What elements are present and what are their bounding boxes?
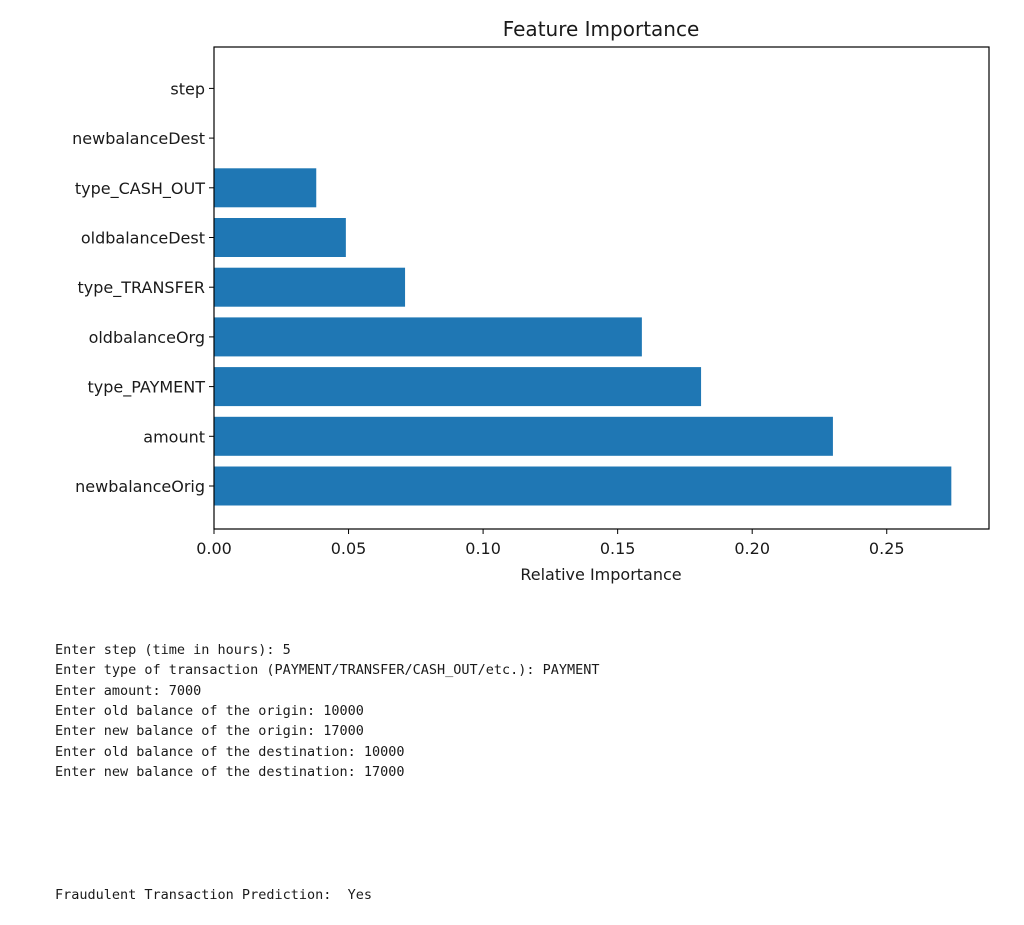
x-axis-label: Relative Importance — [520, 565, 681, 584]
y-tick-label: oldbalanceOrg — [89, 328, 205, 347]
bar-newbalanceOrig — [214, 466, 952, 506]
bars-layer — [214, 168, 952, 506]
y-tick-label: newbalanceDest — [72, 129, 205, 148]
x-tick-label: 0.25 — [869, 539, 905, 558]
y-tick-label: oldbalanceDest — [81, 229, 205, 248]
feature-importance-figure: Feature Importance newbalanceOrig amount t… — [72, 17, 990, 584]
chart-title: Feature Importance — [503, 17, 700, 41]
y-tick-label: newbalanceOrig — [75, 477, 205, 496]
x-tick-label: 0.15 — [600, 539, 636, 558]
y-tick-label: type_PAYMENT — [88, 378, 206, 398]
prediction-result: Fraudulent Transaction Prediction: Yes — [55, 886, 372, 903]
x-axis-ticks: 0.00 0.05 0.10 0.15 0.20 0.25 — [196, 529, 905, 558]
plot-frame — [213, 46, 990, 530]
y-tick-label: amount — [143, 427, 205, 446]
console-line: Enter amount: 7000 — [55, 682, 202, 699]
bar-oldbalanceOrg — [214, 317, 642, 357]
blank-line — [55, 823, 600, 843]
y-tick-label: type_TRANSFER — [78, 278, 205, 298]
console-line: Enter new balance of the origin: 17000 — [55, 723, 364, 740]
y-tick-label: type_CASH_OUT — [75, 179, 205, 199]
console-line: Enter type of transaction (PAYMENT/TRANS… — [55, 662, 600, 679]
x-tick-label: 0.00 — [196, 539, 232, 558]
x-tick-label: 0.05 — [331, 539, 367, 558]
console-line: Enter old balance of the destination: 10… — [55, 743, 405, 760]
x-tick-label: 0.10 — [465, 539, 501, 558]
x-tick-label: 0.20 — [734, 539, 770, 558]
console-line: Enter old balance of the origin: 10000 — [55, 702, 364, 719]
bar-oldbalanceDest — [214, 218, 346, 257]
y-tick-label: step — [170, 79, 205, 98]
console-input-lines: Enter step (time in hours): 5 Enter type … — [55, 640, 600, 783]
bar-type_PAYMENT — [214, 367, 702, 407]
console-line: Enter new balance of the destination: 17… — [55, 764, 405, 781]
console-line: Enter step (time in hours): 5 — [55, 641, 291, 658]
y-axis-ticks: newbalanceOrig amount type_PAYMENT oldbalan… — [72, 79, 214, 496]
feature-importance-chart: Feature Importance newbalanceOrig amount t… — [72, 17, 990, 584]
bar-type_CASH_OUT — [214, 168, 317, 208]
bar-amount — [214, 416, 833, 456]
console-output: Enter step (time in hours): 5 Enter type … — [55, 599, 600, 925]
bar-type_TRANSFER — [214, 267, 406, 307]
